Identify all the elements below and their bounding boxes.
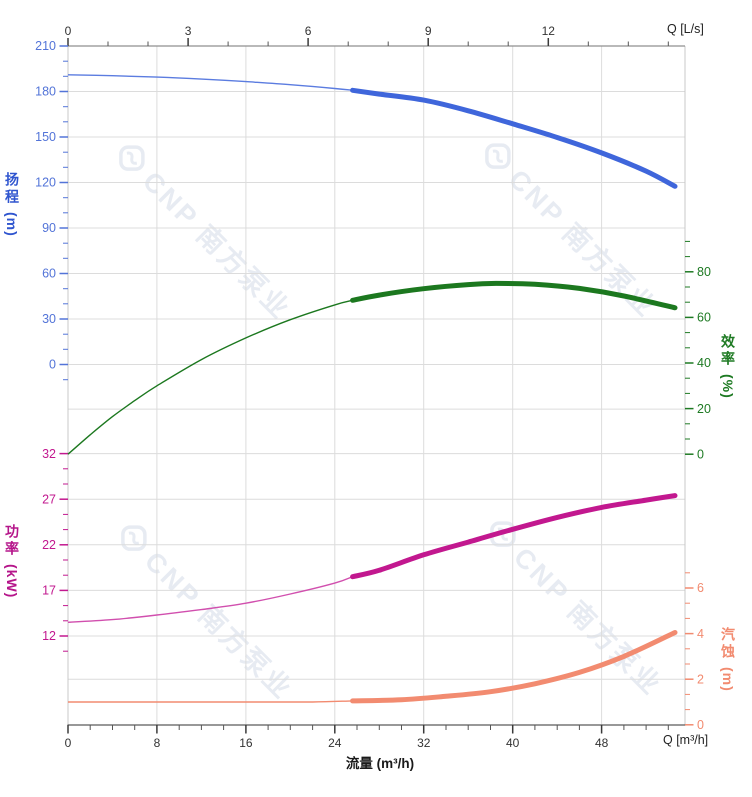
svg-text:32: 32 [417, 736, 431, 750]
svg-text:0: 0 [697, 718, 704, 732]
head-axis: 210 180 150 120 90 60 30 0 [35, 39, 68, 381]
svg-text:48: 48 [595, 736, 609, 750]
svg-text:12: 12 [542, 24, 556, 38]
bottom-axis: 0 8 16 24 32 40 48 [65, 725, 669, 750]
efficiency-axis: 80 60 40 20 0 [685, 240, 711, 461]
svg-text:12: 12 [42, 629, 56, 643]
cnp-logo-icon [121, 525, 147, 551]
top-axis: 0 3 6 9 12 [65, 24, 669, 46]
svg-text:8: 8 [154, 736, 161, 750]
power-axis: 32 27 22 17 12 [42, 447, 68, 652]
cnp-logo-icon [485, 143, 511, 169]
svg-text:180: 180 [35, 85, 56, 99]
watermark: CNP 南方泵业 [106, 132, 301, 327]
svg-text:27: 27 [42, 492, 56, 506]
svg-text:150: 150 [35, 130, 56, 144]
svg-text:90: 90 [42, 221, 56, 235]
plot-border [67, 45, 686, 726]
svg-text:16: 16 [239, 736, 253, 750]
svg-text:9: 9 [425, 24, 432, 38]
svg-text:6: 6 [305, 24, 312, 38]
svg-text:20: 20 [697, 402, 711, 416]
svg-text:40: 40 [506, 736, 520, 750]
svg-text:2: 2 [697, 672, 704, 686]
svg-text:24: 24 [328, 736, 342, 750]
head-curve [67, 74, 678, 189]
svg-text:0: 0 [65, 736, 72, 750]
npsh-axis: 6 4 2 0 [685, 572, 704, 732]
svg-text:0: 0 [49, 358, 56, 372]
power-curve [67, 493, 678, 623]
svg-text:40: 40 [697, 356, 711, 370]
svg-text:210: 210 [35, 39, 56, 53]
svg-text:0: 0 [65, 24, 72, 38]
watermark: CNP 南方泵业 [108, 512, 303, 707]
svg-text:3: 3 [185, 24, 192, 38]
npsh-curve [67, 630, 678, 704]
watermark: CNP 南方泵业 [472, 130, 667, 325]
svg-text:60: 60 [42, 267, 56, 281]
svg-text:120: 120 [35, 176, 56, 190]
svg-text:60: 60 [697, 311, 711, 325]
efficiency-curve [67, 280, 678, 455]
svg-text:80: 80 [697, 265, 711, 279]
svg-text:30: 30 [42, 312, 56, 326]
svg-text:6: 6 [697, 581, 704, 595]
gridlines [68, 45, 685, 725]
svg-text:22: 22 [42, 538, 56, 552]
svg-text:17: 17 [42, 584, 56, 598]
svg-text:0: 0 [697, 447, 704, 461]
cnp-logo-icon [119, 145, 145, 171]
svg-text:4: 4 [697, 627, 704, 641]
svg-text:32: 32 [42, 447, 56, 461]
